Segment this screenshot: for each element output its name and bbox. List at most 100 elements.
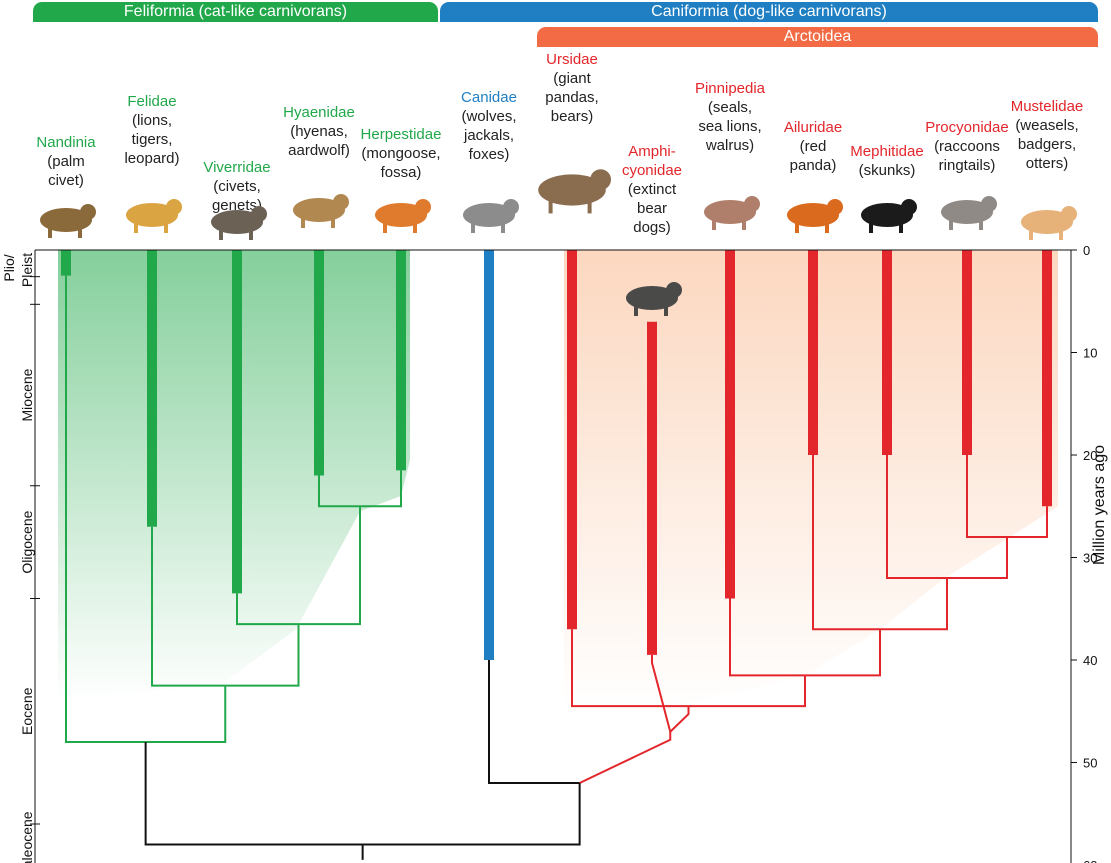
lineage-bar-ursidae <box>567 250 577 630</box>
branch-felidae <box>151 526 226 687</box>
axis-title: Million years ago <box>1091 445 1108 565</box>
taxon-description: fossa) <box>380 164 422 181</box>
taxon-label-viverridae: Viverridae (civets, genets) <box>167 158 307 215</box>
taxon-description: (giant <box>553 70 591 87</box>
taxon-description: panda) <box>789 157 837 174</box>
civet-icon <box>211 206 267 240</box>
branch-mustelidae <box>1007 506 1048 538</box>
arctoidea-banner: Arctoidea <box>537 27 1098 47</box>
lineage-bar-amphicyonidae <box>647 321 657 655</box>
red-panda-icon <box>787 199 843 233</box>
branch-n_hy_he <box>298 506 361 626</box>
lineage-bar-nandinia <box>61 250 71 276</box>
taxon-name: Canidae <box>461 89 517 106</box>
taxon-description: genets) <box>211 197 263 214</box>
taxon-description: (mongoose, <box>361 145 441 162</box>
taxon-label-canidae: Canidae (wolves, jackals, foxes) <box>419 88 559 164</box>
branch-n_viv <box>225 624 300 687</box>
taxon-label-mustelidae: Mustelidae (weasels, badgers, otters) <box>977 97 1111 173</box>
lineage-bar-canidae <box>484 250 494 660</box>
axis-tick-label: 60 <box>1083 858 1097 863</box>
epoch-label: Miocene <box>19 368 35 421</box>
branch-n_me <box>880 578 948 631</box>
taxon-label-procyonidae: Procyonidae (raccoons ringtails) <box>897 118 1037 175</box>
taxon-description: walrus) <box>705 137 755 154</box>
taxon-name: Felidae <box>127 93 177 110</box>
taxon-description: leopard) <box>124 150 180 167</box>
taxon-name: Procyonidae <box>925 119 1009 136</box>
axis-tick-label: 50 <box>1083 756 1097 771</box>
taxon-name: Ailuridae <box>783 119 843 136</box>
caniformia-banner: Caniformia (dog-like carnivorans) <box>440 2 1098 22</box>
feliformia-banner-label: Feliformia (cat-like carnivorans) <box>123 3 348 20</box>
epoch-label: Oligocene <box>19 510 35 573</box>
lineage-bar-hyaenidae <box>314 250 324 476</box>
mongoose-icon <box>375 199 431 233</box>
epoch-label: Plio/ <box>1 254 17 281</box>
taxon-description: bears) <box>550 108 594 125</box>
taxon-label-ursidae: Ursidae (giant pandas, bears) <box>502 50 642 126</box>
branch-procyonidae <box>966 455 1007 538</box>
taxon-name: Mephitidae <box>850 143 924 160</box>
skunk-icon <box>861 199 917 233</box>
lineage-bar-mustelidae <box>1042 250 1052 507</box>
taxon-name: Viverridae <box>203 159 271 176</box>
taxon-description: jackals, <box>463 127 515 144</box>
walrus-icon <box>704 196 760 230</box>
branch-amphicyonidae <box>651 654 672 733</box>
taxon-description: (extinct <box>627 181 677 198</box>
epoch-label: Pleist <box>19 253 35 287</box>
axis-tick-label: 40 <box>1083 653 1097 668</box>
lineage-bar-felidae <box>147 250 157 527</box>
taxon-name: Amphi- <box>628 143 676 160</box>
bear-dog-icon <box>626 282 682 316</box>
taxon-name: Mustelidae <box>1010 98 1084 115</box>
bear-icon <box>538 169 611 214</box>
branch-canidae <box>488 660 580 784</box>
taxon-description: foxes) <box>468 146 510 163</box>
taxon-description: bear <box>636 200 668 217</box>
taxon-label-nandinia: Nandinia (palm civet) <box>0 133 136 190</box>
taxon-description: civet) <box>48 172 84 189</box>
arctoidea-shading <box>564 250 1058 712</box>
branch-n_pi <box>688 675 806 708</box>
lineage-bar-mephitidae <box>882 250 892 455</box>
lineage-bar-pinnipedia <box>725 250 735 599</box>
taxon-description: (raccoons <box>934 138 1000 155</box>
taxon-description: dogs) <box>633 219 671 236</box>
taxon-label-pinnipedia: Pinnipedia (seals, sea lions, walrus) <box>660 79 800 155</box>
epoch-label: Paleocene <box>19 811 35 863</box>
taxon-description: (palm <box>47 153 85 170</box>
taxon-description: (skunks) <box>858 162 916 179</box>
lion-icon <box>126 199 182 233</box>
axis-tick-label: 0 <box>1083 243 1090 258</box>
taxon-description: badgers, <box>1017 136 1077 153</box>
taxon-description: (weasels, <box>1015 117 1079 134</box>
taxon-label-hyaenidae: Hyaenidae (hyenas, aardwolf) <box>249 103 389 160</box>
feliformia-banner: Feliformia (cat-like carnivorans) <box>33 2 438 22</box>
taxon-description: (hyenas, <box>290 123 348 140</box>
taxon-name: Nandinia <box>36 134 96 151</box>
taxon-name: Pinnipedia <box>694 80 766 97</box>
taxon-description: aardwolf) <box>288 142 350 159</box>
raccoon-icon <box>941 196 997 230</box>
lineage-bar-procyonidae <box>962 250 972 455</box>
branch-pinnipedia <box>729 598 805 677</box>
taxon-label-felidae: Felidae (lions, tigers, leopard) <box>82 92 222 168</box>
taxon-name: cyonidae <box>621 162 683 179</box>
axis-tick-label: 10 <box>1083 346 1097 361</box>
taxon-description: (seals, <box>707 99 753 116</box>
taxon-label-herpestidae: Herpestidae (mongoose, fossa) <box>331 125 471 182</box>
hyena-icon <box>293 194 349 228</box>
taxon-label-mephitidae: Mephitidae (skunks) <box>817 142 957 180</box>
taxon-description: (red <box>799 138 827 155</box>
lineage-bar-ailuridae <box>808 250 818 455</box>
epoch-label: Eocene <box>19 687 35 735</box>
branch-n_ai <box>805 629 881 677</box>
branch-hyaenidae <box>318 475 360 508</box>
taxon-description: tigers, <box>131 131 173 148</box>
branch-n_arc <box>579 731 672 784</box>
taxon-description: pandas, <box>545 89 599 106</box>
branch-herpestidae <box>360 470 402 508</box>
